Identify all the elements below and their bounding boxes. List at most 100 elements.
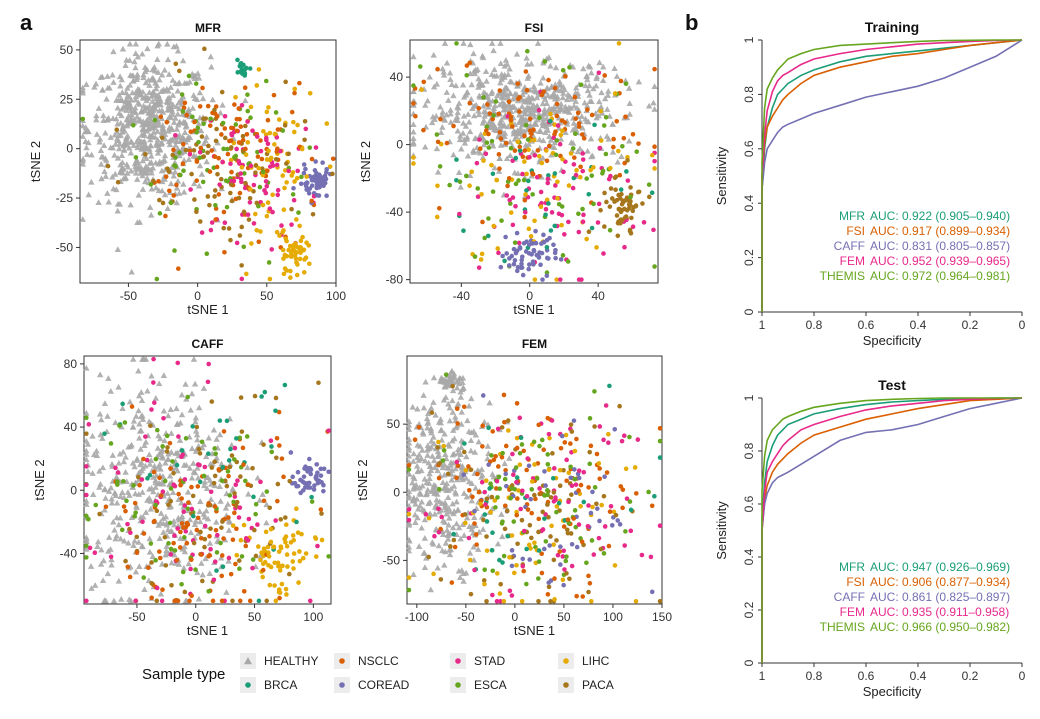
point-coread [597,518,602,524]
point-healthy [588,153,595,160]
legend-item-label: HEALTHY [264,654,318,668]
point-healthy [463,493,471,500]
chart-title: CAFF [192,337,224,351]
point-healthy [175,561,183,567]
point-brca [238,69,244,75]
point-esca [563,558,569,564]
point-esca [620,144,625,149]
point-lihc [265,544,271,550]
point-healthy [135,163,143,170]
point-stad [564,457,569,463]
point-nsclc [563,74,568,79]
point-healthy [146,160,154,166]
y-axis-label: tSNE 2 [355,459,370,500]
point-nsclc [175,266,181,271]
point-healthy [128,96,135,103]
point-lihc [578,503,583,509]
point-brca [546,173,551,178]
point-healthy [484,442,492,449]
point-healthy [117,535,124,542]
point-coread [520,556,526,562]
point-stad [628,528,634,534]
point-coread [517,246,523,251]
point-healthy [497,142,505,148]
point-healthy [431,490,438,497]
point-esca [122,420,128,425]
point-paca [206,143,211,149]
point-nsclc [216,192,222,197]
point-nsclc [237,598,243,604]
point-coread [649,589,655,595]
point-coread [553,255,558,261]
point-lihc [256,67,262,72]
point-healthy [609,120,616,127]
point-healthy [446,417,454,424]
point-healthy [178,514,185,521]
y-axis-label: tSNE 2 [358,141,373,182]
y-tick-label: 0 [742,659,756,666]
point-coread [504,483,509,489]
point-coread [298,181,304,187]
point-healthy [97,561,105,567]
point-esca [516,178,521,183]
point-esca [212,446,217,451]
point-healthy [208,63,215,70]
point-healthy [202,555,209,562]
point-nsclc [561,524,567,529]
point-healthy [419,506,426,513]
point-esca [121,478,126,484]
point-brca [586,191,592,197]
point-healthy [83,497,90,504]
point-esca [245,92,250,97]
point-lihc [277,568,283,573]
point-healthy [174,47,182,54]
point-nsclc [484,128,489,133]
point-healthy [454,103,461,110]
point-nsclc [578,164,583,170]
point-nsclc [435,66,440,72]
point-esca [437,164,443,169]
point-lihc [559,222,564,228]
point-paca [220,519,225,524]
point-brca [224,418,230,424]
point-healthy [165,450,172,457]
point-nsclc [546,77,551,83]
point-brca [524,546,529,552]
point-esca [603,114,609,120]
point-paca [170,152,176,158]
point-healthy [592,82,600,89]
point-healthy [155,380,163,387]
point-healthy [119,489,126,495]
point-stad [510,222,516,228]
point-healthy [199,571,206,578]
y-tick-label: -50 [383,553,401,567]
point-esca [227,493,233,498]
point-lihc [623,466,629,472]
point-brca [547,118,553,124]
point-healthy [434,448,442,455]
point-healthy [411,483,418,490]
y-tick-label: -40 [386,205,404,219]
point-nsclc [470,494,475,500]
point-healthy [158,71,166,78]
point-healthy [539,119,546,126]
point-healthy [132,490,139,497]
point-healthy [446,404,453,411]
point-healthy [176,131,183,138]
point-stad [571,162,577,167]
point-healthy [136,89,143,96]
point-healthy [420,404,428,411]
point-lihc [497,591,503,596]
point-nsclc [274,435,280,441]
point-esca [326,554,331,559]
point-healthy [580,65,587,72]
point-esca [239,554,245,559]
point-stad [561,548,567,554]
point-esca [264,489,270,494]
point-healthy [626,110,633,117]
point-coread [301,162,307,167]
point-nsclc [494,486,499,491]
point-healthy [173,103,180,110]
point-healthy [460,112,468,119]
point-healthy [480,117,488,124]
